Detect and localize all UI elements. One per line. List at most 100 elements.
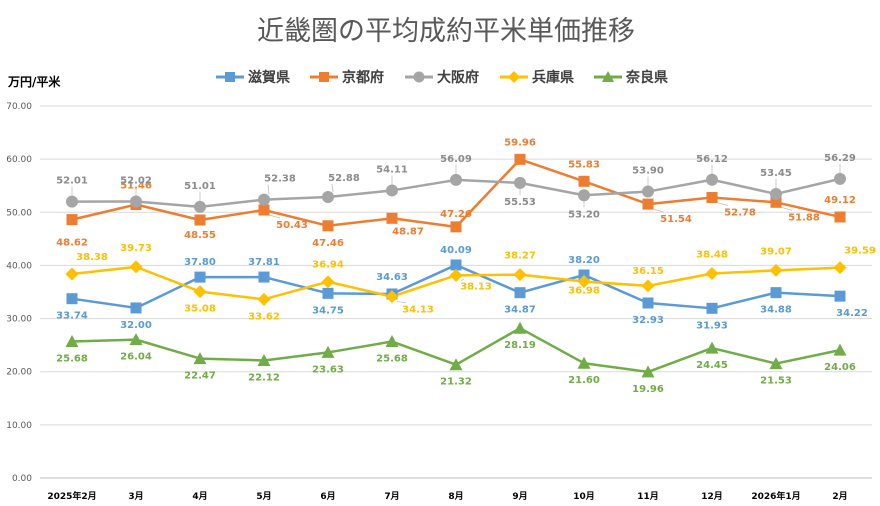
data-label: 26.04 (120, 352, 152, 363)
leader-line (396, 301, 407, 304)
leader-line (652, 208, 665, 213)
data-label: 35.08 (184, 304, 216, 315)
data-point (257, 353, 271, 366)
data-label: 19.96 (632, 384, 664, 395)
data-label: 24.06 (824, 362, 856, 373)
data-point (770, 287, 782, 299)
x-tick-label: 2月 (832, 491, 847, 502)
data-point (386, 212, 398, 224)
data-label: 56.29 (824, 153, 856, 164)
data-label: 34.88 (760, 305, 792, 316)
data-label: 34.87 (504, 305, 536, 316)
data-point (194, 214, 206, 226)
data-point (577, 356, 591, 369)
data-point (641, 365, 655, 378)
x-tick-label: 7月 (384, 491, 399, 502)
x-tick-label: 12月 (701, 491, 723, 502)
data-label: 48.87 (392, 226, 424, 237)
leader-line (268, 214, 281, 219)
data-label: 31.93 (696, 320, 728, 331)
data-label: 40.09 (440, 245, 472, 256)
data-label: 24.45 (696, 360, 728, 371)
data-label: 51.88 (788, 212, 820, 223)
y-axis-unit: 万円/平米 (7, 74, 61, 89)
data-point (65, 267, 79, 281)
data-point (449, 358, 463, 371)
data-label: 53.45 (760, 168, 792, 179)
data-label: 37.81 (248, 257, 280, 268)
data-label: 51.46 (120, 181, 152, 192)
data-label: 34.22 (836, 308, 868, 319)
data-label: 37.80 (184, 257, 216, 268)
data-label: 22.47 (184, 371, 216, 382)
legend-marker (225, 72, 235, 82)
data-point (321, 345, 335, 358)
data-point (321, 275, 335, 289)
x-tick-label: 9月 (512, 491, 527, 502)
data-label: 50.43 (276, 220, 308, 231)
data-point (66, 293, 78, 305)
data-point (514, 153, 526, 165)
data-point (642, 185, 654, 198)
data-point (258, 271, 270, 283)
data-point (513, 268, 527, 282)
legend-marker (508, 71, 520, 83)
data-point (705, 341, 719, 354)
data-point (322, 220, 334, 232)
leader-line (716, 202, 729, 206)
data-label: 36.15 (632, 266, 664, 277)
data-point (769, 263, 783, 277)
data-point (514, 287, 526, 299)
data-label: 33.62 (248, 311, 280, 322)
leader-line (331, 183, 334, 193)
data-label: 38.48 (696, 250, 728, 261)
data-label: 33.74 (56, 311, 88, 322)
data-point (66, 214, 78, 226)
x-axis: 2025年2月 3月 4月 5月 6月 7月 8月 9月 10月 11月 12月 2026年1月 2月 (47, 490, 847, 502)
data-label: 21.60 (568, 375, 600, 386)
data-point (705, 267, 719, 281)
data-point (642, 198, 654, 210)
data-label: 48.55 (184, 230, 216, 241)
data-label: 36.98 (568, 285, 600, 296)
legend-marker (602, 71, 614, 82)
data-point (770, 196, 782, 208)
legend-marker (413, 71, 425, 83)
legend-label: 大阪府 (437, 69, 479, 86)
data-point (642, 297, 654, 309)
x-tick-label: 3月 (128, 491, 143, 502)
data-point (641, 279, 655, 293)
data-point (193, 285, 207, 299)
data-point (322, 190, 334, 203)
y-tick-label: 20.00 (6, 368, 32, 378)
y-tick-label: 60.00 (6, 155, 32, 165)
legend-label: 滋賀県 (248, 69, 290, 86)
data-label: 28.19 (504, 340, 536, 351)
data-point (258, 204, 270, 216)
data-point (770, 187, 782, 200)
data-point (449, 268, 463, 282)
data-label: 34.13 (402, 305, 434, 316)
data-point (194, 271, 206, 283)
data-point (66, 195, 78, 208)
x-tick-label: 5月 (256, 491, 271, 502)
data-label: 39.73 (120, 243, 152, 254)
y-tick-label: 40.00 (6, 261, 32, 271)
x-tick-label: 11月 (637, 491, 659, 502)
data-point (386, 184, 398, 197)
data-label: 53.90 (632, 166, 664, 177)
gridlines (40, 105, 872, 479)
data-point (194, 200, 206, 213)
data-point (257, 292, 271, 306)
data-label: 47.26 (440, 209, 472, 220)
data-point (514, 176, 526, 189)
data-point (834, 290, 846, 302)
data-label: 38.27 (504, 251, 536, 262)
data-label: 52.01 (56, 176, 88, 187)
leader-line (460, 278, 465, 281)
data-labels: 33.74 32.00 37.80 37.81 34.75 34.63 40.09 34.87… (56, 137, 876, 395)
data-label: 59.96 (504, 137, 536, 148)
data-point (450, 221, 462, 233)
data-label: 21.32 (440, 377, 472, 388)
x-tick-label: 10月 (573, 491, 595, 502)
